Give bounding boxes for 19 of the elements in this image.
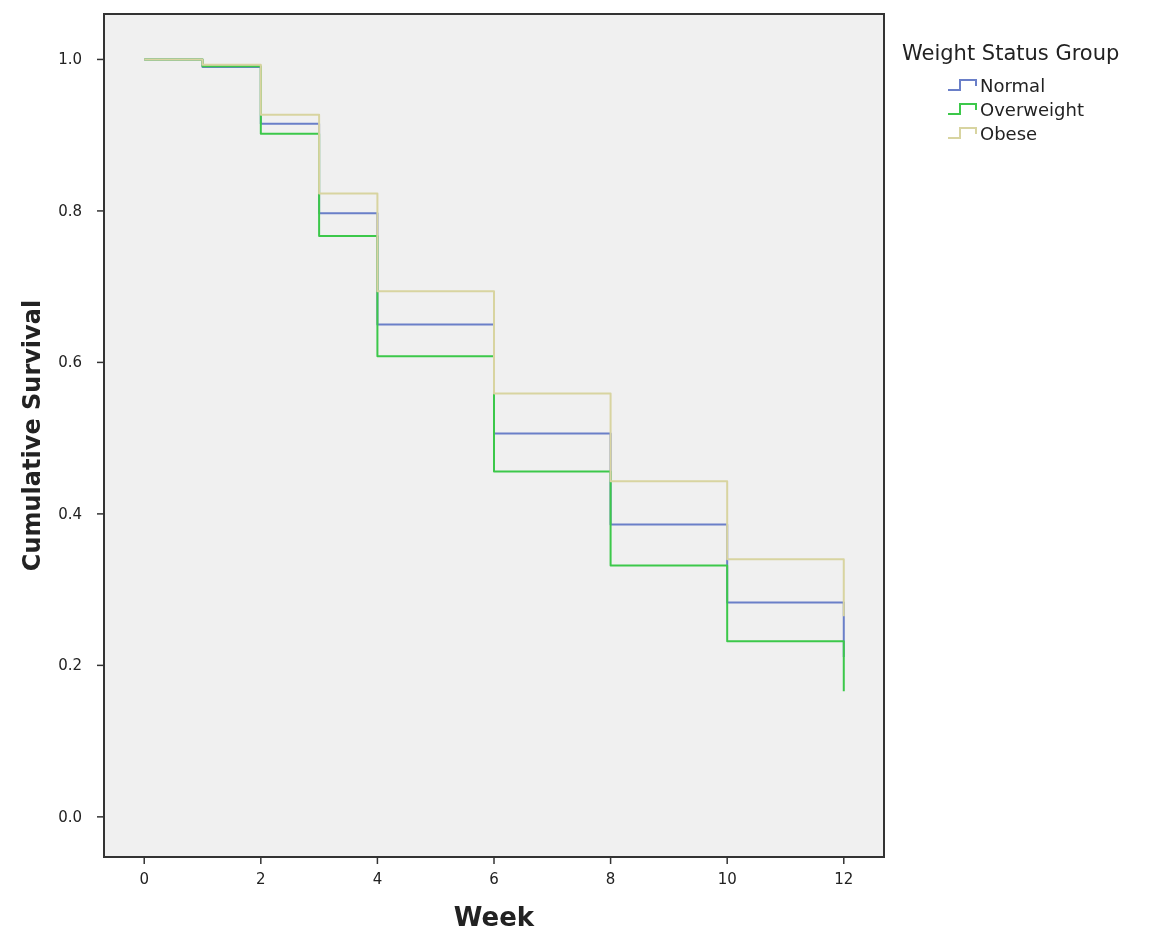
x-tick-label: 0 [139,870,149,888]
y-tick-label: 0.0 [58,807,82,826]
legend-title: Weight Status Group [902,41,1120,65]
legend-label: Overweight [980,99,1084,120]
x-tick-label: 4 [372,870,383,888]
x-axis-title: Week [453,902,535,932]
x-tick-label: 2 [256,870,266,888]
x-tick-label: 12 [834,870,854,888]
legend-label: Obese [980,123,1038,144]
y-axis-title: Cumulative Survival [18,299,46,572]
x-tick-label: 10 [717,870,737,888]
x-tick-label: 8 [605,870,616,888]
y-tick-label: 0.2 [58,656,82,675]
y-tick-label: 1.0 [58,50,82,69]
y-tick-label: 0.8 [58,201,82,220]
y-tick-label: 0.6 [58,353,82,372]
y-tick-label: 0.4 [58,504,82,523]
legend-label: Normal [980,75,1046,96]
x-tick-label: 6 [489,870,499,888]
